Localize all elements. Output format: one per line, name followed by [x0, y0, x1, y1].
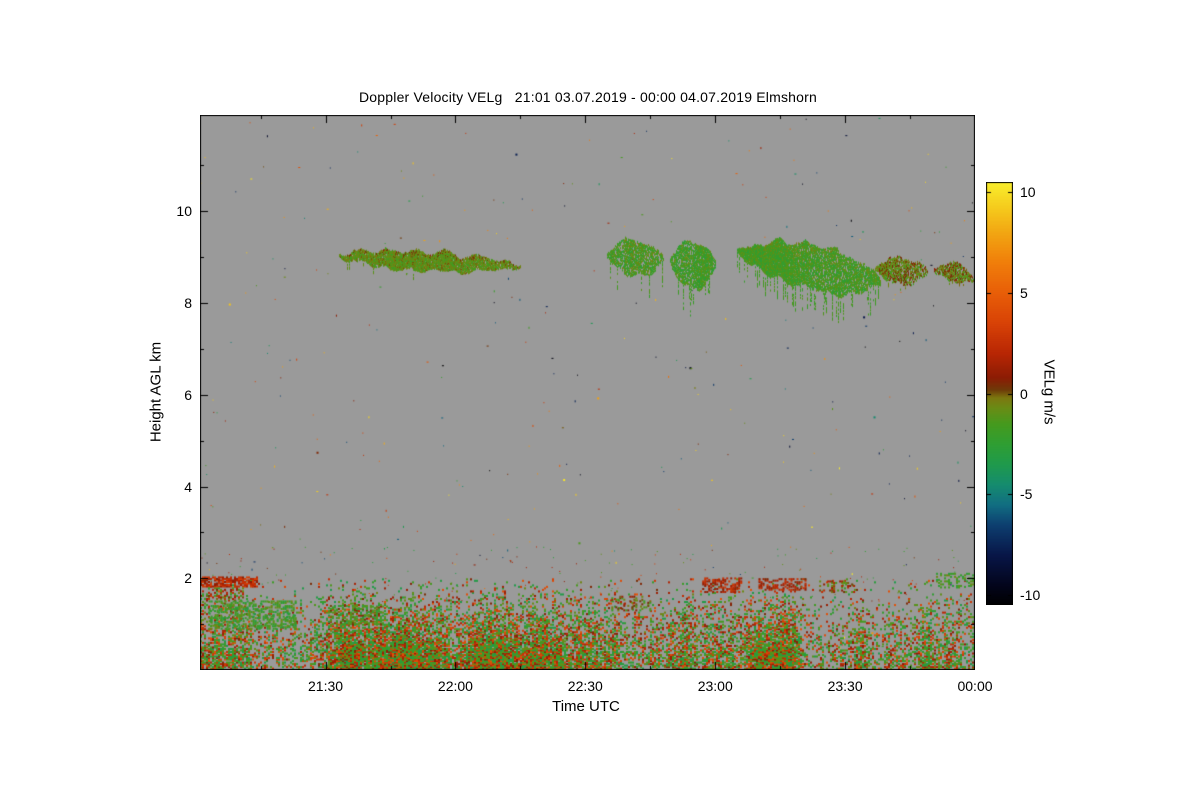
y-tick-label: 6	[184, 386, 192, 403]
colorbar-tick-label: -10	[1020, 586, 1041, 603]
x-tick-label: 22:30	[567, 678, 603, 694]
x-tick-label: 23:00	[697, 678, 733, 694]
y-tick-label: 4	[184, 478, 192, 495]
colorbar-tick-label: 0	[1020, 385, 1028, 402]
colorbar-tick-label: -5	[1020, 486, 1033, 503]
chart-title: Doppler Velocity VELg 21:01 03.07.2019 -…	[358, 89, 818, 105]
colorbar	[986, 182, 1013, 605]
x-tick-label: 23:30	[827, 678, 863, 694]
x-axis-label: Time UTC	[552, 698, 620, 715]
y-tick-label: 8	[184, 295, 192, 312]
y-tick-label: 10	[176, 203, 192, 220]
y-tick-label: 2	[184, 570, 192, 587]
y-axis-label: Height AGL km	[147, 341, 165, 443]
heatmap-canvas	[200, 115, 975, 670]
x-tick-label: 21:30	[308, 678, 344, 694]
colorbar-tick-label: 10	[1020, 184, 1036, 201]
x-tick-label: 22:00	[437, 678, 473, 694]
colorbar-tick-label: 5	[1020, 284, 1028, 301]
x-tick-label: 00:00	[957, 678, 993, 694]
colorbar-label: VELg m/s	[1040, 359, 1058, 425]
